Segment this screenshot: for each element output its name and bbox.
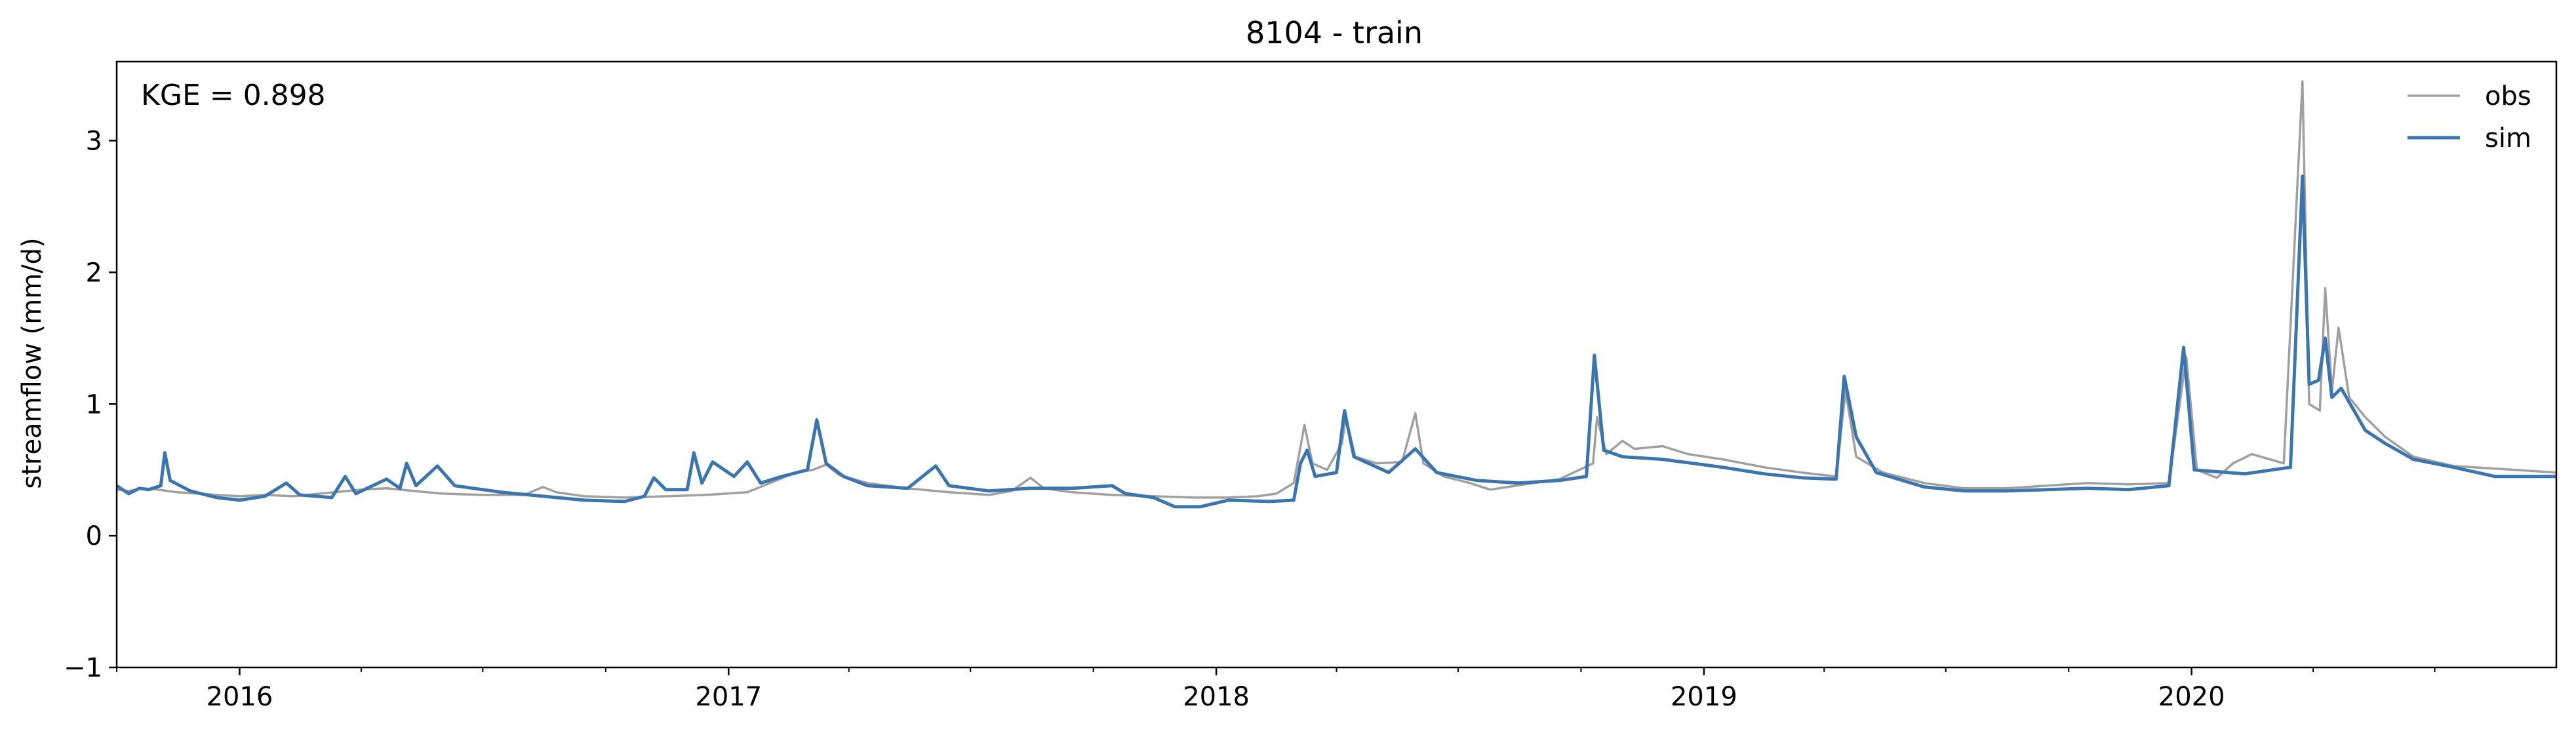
y-tick-label: 0 <box>86 521 102 551</box>
y-tick-label: 2 <box>86 258 102 288</box>
x-tick-label: 2019 <box>1671 682 1737 712</box>
legend-label-sim: sim <box>2485 123 2531 153</box>
legend: obs sim <box>2408 81 2531 153</box>
x-tick-label: 2018 <box>1183 682 1250 712</box>
y-tick-label: 1 <box>86 389 102 420</box>
series-layer <box>115 80 2557 509</box>
x-tick-label: 2017 <box>695 682 762 712</box>
series-line-sim <box>115 174 2556 509</box>
y-axis-label: streamflow (mm/d) <box>17 237 47 488</box>
y-tick-label: 3 <box>86 127 102 157</box>
plot-frame <box>115 60 2558 669</box>
kge-annotation: KGE = 0.898 <box>141 79 326 112</box>
x-axis-ticks: 2016 2017 2018 2019 2020 <box>116 667 2436 712</box>
x-tick-label: 2020 <box>2158 682 2225 712</box>
legend-label-obs: obs <box>2485 81 2531 111</box>
y-axis-ticks: −1 0 1 2 3 <box>64 127 117 683</box>
x-tick-label: 2016 <box>207 682 273 712</box>
chart-title: 8104 - train <box>1246 15 1423 50</box>
y-tick-label: −1 <box>64 653 102 683</box>
